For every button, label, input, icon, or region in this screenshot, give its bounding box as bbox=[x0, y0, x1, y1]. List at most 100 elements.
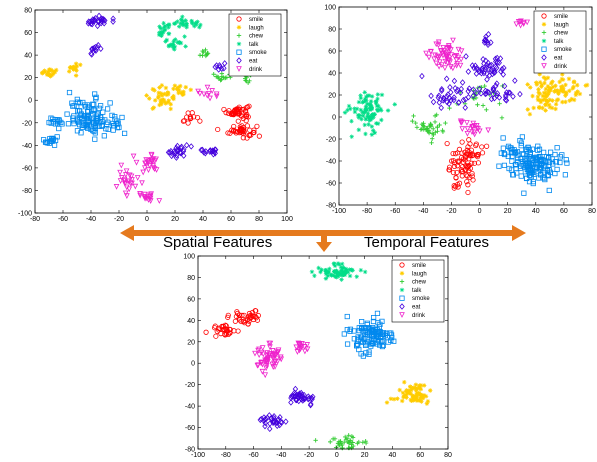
point-drink bbox=[117, 169, 123, 176]
point-talk bbox=[342, 110, 348, 115]
legend-marker-talk bbox=[399, 287, 405, 293]
point-smile bbox=[226, 326, 233, 332]
legend-label-drink: drink bbox=[249, 67, 263, 73]
point-laugh bbox=[144, 93, 149, 98]
point-smoke bbox=[92, 91, 98, 97]
point-chew bbox=[242, 76, 248, 81]
point-eat bbox=[457, 89, 464, 96]
point-eat bbox=[207, 147, 214, 155]
point-drink bbox=[123, 168, 130, 175]
point-laugh bbox=[553, 88, 559, 93]
point-talk bbox=[372, 130, 378, 135]
point-smoke bbox=[56, 118, 62, 124]
point-laugh bbox=[553, 83, 558, 88]
point-eat bbox=[279, 419, 285, 426]
point-talk bbox=[183, 44, 188, 49]
point-smoke bbox=[375, 319, 381, 326]
point-talk bbox=[362, 90, 367, 95]
point-laugh bbox=[541, 75, 547, 80]
point-smoke bbox=[105, 126, 111, 132]
point-eat bbox=[212, 146, 219, 153]
point-eat bbox=[183, 142, 190, 149]
point-drink bbox=[440, 44, 447, 51]
legend-label-chew: chew bbox=[249, 34, 264, 40]
series-talk bbox=[156, 14, 203, 52]
point-talk bbox=[340, 273, 345, 278]
point-chew bbox=[346, 433, 351, 438]
point-laugh bbox=[161, 97, 166, 103]
point-laugh bbox=[567, 98, 572, 103]
point-eat bbox=[96, 12, 102, 20]
point-smile bbox=[471, 160, 478, 166]
point-eat bbox=[88, 20, 94, 27]
point-talk bbox=[161, 28, 166, 34]
point-drink bbox=[458, 48, 465, 55]
point-chew bbox=[350, 440, 355, 445]
point-talk bbox=[171, 42, 176, 47]
spatial-scatter-svg: -80 -60 -40 -20 0 20 40 60 80 100-100-80-60-40-20… bbox=[18, 8, 293, 224]
point-eat bbox=[168, 152, 175, 160]
point-eat bbox=[219, 65, 225, 72]
point-smoke bbox=[91, 107, 97, 113]
point-laugh bbox=[531, 105, 536, 111]
point-smoke bbox=[344, 341, 351, 347]
point-laugh bbox=[418, 392, 424, 397]
point-laugh bbox=[171, 86, 176, 92]
point-smoke bbox=[54, 134, 60, 140]
y-tick-label: -40 bbox=[22, 143, 32, 150]
y-tick-label: 40 bbox=[328, 71, 336, 78]
point-smile bbox=[231, 111, 237, 117]
point-smoke bbox=[98, 103, 104, 109]
point-talk bbox=[347, 267, 352, 272]
point-eat bbox=[490, 90, 496, 98]
point-smoke bbox=[563, 157, 569, 163]
point-talk bbox=[365, 111, 371, 116]
point-talk bbox=[195, 19, 200, 24]
y-tick-label: 20 bbox=[24, 75, 32, 82]
point-drink bbox=[141, 191, 148, 198]
point-drink bbox=[126, 178, 132, 185]
point-smoke bbox=[359, 319, 365, 325]
point-smile bbox=[233, 313, 240, 320]
data-points bbox=[40, 12, 262, 204]
point-talk bbox=[360, 110, 365, 115]
point-eat bbox=[466, 85, 473, 92]
point-smile bbox=[454, 169, 460, 176]
point-laugh bbox=[74, 64, 80, 69]
point-chew bbox=[328, 439, 333, 445]
y-tick-label: 80 bbox=[24, 8, 32, 15]
point-smoke bbox=[374, 310, 381, 316]
point-laugh bbox=[577, 91, 583, 97]
point-laugh bbox=[171, 96, 176, 102]
point-smile bbox=[479, 144, 485, 150]
point-smile bbox=[236, 107, 242, 113]
point-drink bbox=[142, 160, 148, 167]
point-laugh bbox=[73, 61, 79, 66]
point-talk bbox=[339, 268, 345, 273]
point-drink bbox=[447, 47, 454, 54]
point-smoke bbox=[371, 315, 377, 321]
point-talk bbox=[392, 102, 397, 107]
y-tick-label: -80 bbox=[185, 447, 195, 454]
point-smoke bbox=[512, 150, 518, 156]
point-smoke bbox=[121, 130, 128, 136]
point-eat bbox=[492, 55, 499, 63]
point-talk bbox=[335, 272, 341, 277]
point-laugh bbox=[544, 99, 550, 104]
point-eat bbox=[480, 55, 486, 63]
point-laugh bbox=[157, 102, 162, 108]
point-talk bbox=[368, 117, 374, 122]
point-eat bbox=[470, 86, 477, 93]
point-laugh bbox=[152, 88, 157, 93]
point-smoke bbox=[373, 333, 380, 340]
point-talk bbox=[346, 103, 352, 109]
point-smoke bbox=[524, 146, 530, 152]
point-talk bbox=[158, 26, 164, 31]
point-smile bbox=[233, 130, 239, 136]
point-drink bbox=[446, 58, 453, 64]
point-smile bbox=[460, 168, 466, 174]
point-eat bbox=[465, 93, 472, 101]
point-laugh bbox=[413, 382, 419, 387]
point-laugh bbox=[71, 67, 76, 72]
point-laugh bbox=[391, 396, 397, 402]
